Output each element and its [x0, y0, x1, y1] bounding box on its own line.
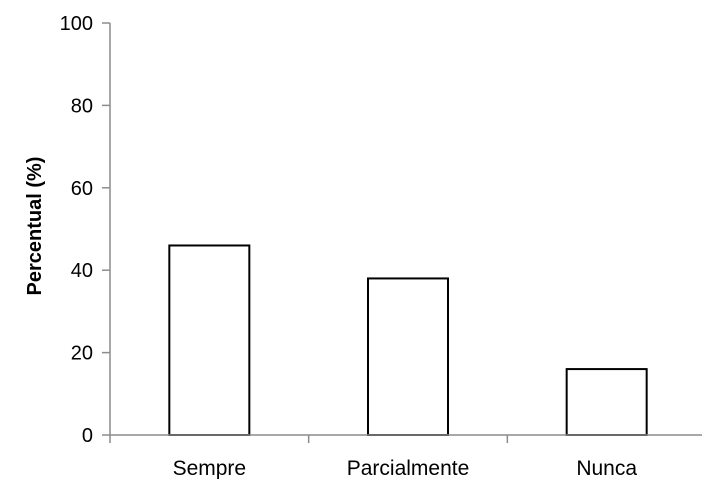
y-tick-label: 80 — [71, 95, 93, 117]
bar-nunca — [565, 368, 648, 436]
y-tick-label: 0 — [82, 425, 93, 447]
y-tick-label: 60 — [71, 178, 93, 200]
y-tick-label: 40 — [71, 260, 93, 282]
y-tick-label: 100 — [60, 13, 93, 35]
axes-layer — [102, 22, 702, 443]
labels-layer: 0 20 40 60 80 100 Sempre Parcialmente Nunca — [60, 13, 638, 480]
bar-sempre — [168, 244, 251, 436]
bars-layer — [168, 244, 648, 436]
bar-parcialmente — [367, 277, 449, 436]
y-axis-title: Percentual (%) — [24, 157, 46, 296]
x-category-label: Parcialmente — [347, 457, 470, 479]
x-category-label: Nunca — [576, 457, 637, 479]
x-category-label: Sempre — [173, 457, 247, 479]
y-tick-label: 20 — [71, 343, 93, 365]
